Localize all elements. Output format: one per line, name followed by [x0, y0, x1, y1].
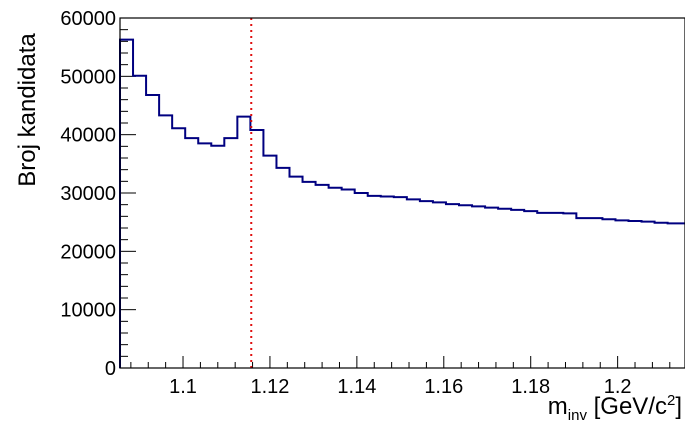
- y-tick-label: 20000: [60, 241, 116, 263]
- x-axis-title-unit-prefix: [GeV/c: [587, 393, 667, 420]
- x-tick-label: 1.2: [604, 376, 632, 398]
- plot-frame: [119, 17, 685, 369]
- x-axis-title-unit-suffix: ]: [675, 393, 682, 420]
- histogram-line: [119, 38, 685, 368]
- x-tick-label: 1.12: [250, 376, 289, 398]
- x-axis-title-main: m: [548, 393, 568, 420]
- x-tick-label: 1.16: [424, 376, 463, 398]
- x-tick-label: 1.1: [169, 376, 197, 398]
- y-tick-label: 60000: [60, 8, 116, 30]
- y-tick-label: 50000: [60, 66, 116, 88]
- y-tick-label: 0: [105, 358, 116, 380]
- y-axis-ticks: 0 10000 20000 30000 40000 50000 60000: [60, 8, 136, 380]
- x-axis-title-unit-sup: 2: [667, 392, 675, 409]
- y-tick-label: 30000: [60, 183, 116, 205]
- x-tick-label: 1.14: [337, 376, 376, 398]
- x-axis-title-subscript: inv: [568, 407, 588, 423]
- y-tick-label: 10000: [60, 300, 116, 322]
- x-tick-label: 1.18: [511, 376, 550, 398]
- y-tick-label: 40000: [60, 125, 116, 147]
- x-axis-ticks: 1.1 1.12 1.14 1.16 1.18 1.2: [130, 356, 671, 398]
- y-axis-title: Broj kandidata: [14, 33, 41, 187]
- x-axis-title: minv [GeV/c2]: [548, 392, 682, 423]
